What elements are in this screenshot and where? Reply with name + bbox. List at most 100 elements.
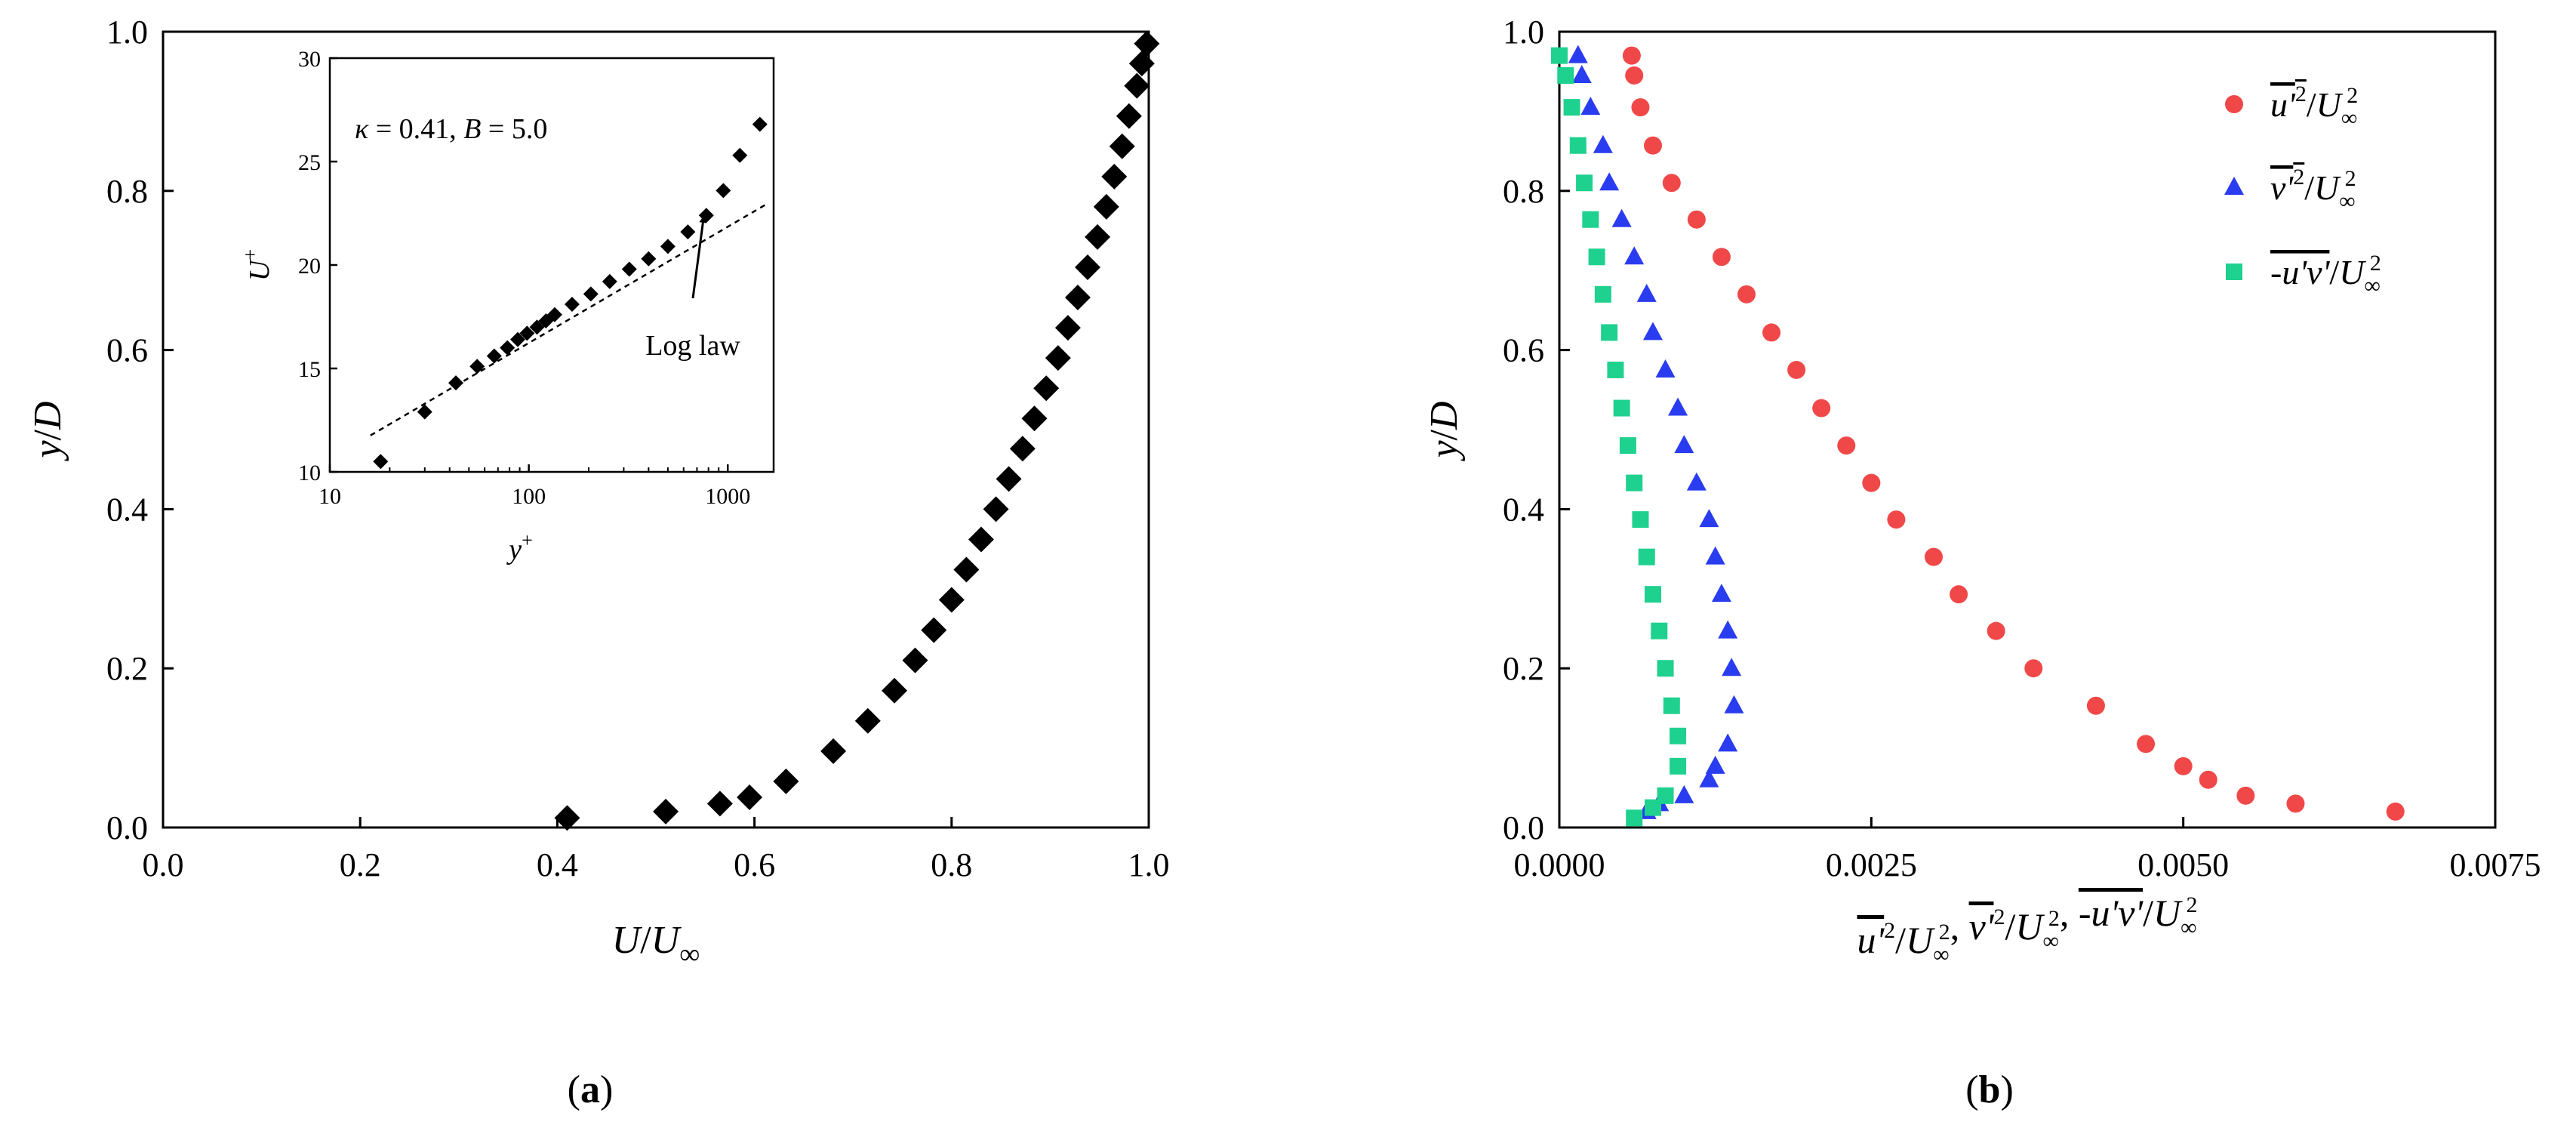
- chart-a-panel-label: (a): [568, 1068, 614, 1111]
- chart-a-point: [968, 526, 994, 553]
- inset-point: [716, 183, 731, 199]
- chart-b-point: [1705, 546, 1725, 565]
- chart-a-point: [1124, 72, 1150, 99]
- inset-point: [583, 286, 599, 302]
- chart-b-point: [1699, 509, 1719, 528]
- inset-point: [602, 273, 617, 289]
- chart-b-point: [1762, 323, 1781, 342]
- chart-a-point: [737, 784, 763, 810]
- chart-b-point: [1705, 755, 1725, 774]
- inset-point: [564, 297, 580, 313]
- inset-point: [546, 307, 562, 322]
- inset-point: [373, 454, 389, 470]
- chart-b-legend-marker: [2224, 177, 2244, 195]
- chart-b-point: [1657, 660, 1674, 677]
- chart-a-frame: [162, 30, 1150, 829]
- chart-b-point: [1663, 697, 1680, 714]
- chart-b-series-0: [1622, 46, 2405, 821]
- chart-b-point: [1651, 622, 1668, 640]
- inset-arrow: [691, 215, 707, 299]
- inset-log-law-line: [370, 202, 769, 436]
- chart-a-y-ticks: 0.0 0.2 0.4 0.6 0.8 1.0: [106, 14, 174, 846]
- chart-b-y-tick-label: 0.2: [1503, 650, 1544, 687]
- chart-b-point: [1563, 99, 1580, 116]
- chart-a-point: [983, 496, 1009, 522]
- chart-b-legend: u'2/U∞2 v'2/U∞2 -u'v'/U∞2: [2224, 82, 2381, 298]
- chart-b-point: [1557, 66, 1574, 84]
- chart-b: 0.0000 0.0025 0.0050 0.0075 0.0 0.2 0.4 0.6 0.8…: [1423, 14, 2541, 1111]
- chart-b-point: [1580, 97, 1601, 116]
- chart-b-legend-marker: [2226, 264, 2242, 280]
- chart-b-point: [1568, 45, 1588, 63]
- chart-a-point: [1054, 315, 1081, 341]
- chart-b-x-label: u'2/U∞2, v'2/U∞2, -u'v'/U∞2: [1857, 892, 2197, 967]
- chart-a-point: [1109, 133, 1135, 159]
- chart-b-point: [1718, 620, 1738, 639]
- chart-b-point: [1625, 66, 1644, 85]
- chart-a-x-tick-label: 0.6: [734, 846, 775, 883]
- inset-y-tick-label: 25: [298, 150, 321, 175]
- inset-y-tick-label: 20: [298, 254, 321, 279]
- chart-a-point: [1009, 436, 1036, 462]
- inset-point: [417, 404, 432, 420]
- chart-b-point: [1925, 547, 1943, 566]
- chart-b-x-label-text: u'2/U∞2, v'2/U∞2, -u'v'/U∞2: [1857, 892, 2197, 967]
- chart-b-point: [1645, 799, 1661, 816]
- chart-b-point: [1631, 98, 1650, 117]
- inset-points: [373, 116, 768, 470]
- chart-a-y-tick-label: 0.0: [106, 809, 148, 846]
- chart-a-point: [1134, 30, 1160, 57]
- chart-a-x-tick-label: 0.0: [143, 846, 184, 883]
- chart-b-point: [1812, 399, 1831, 418]
- inset-annotation: κ = 0.41, B = 5.0: [355, 113, 547, 145]
- chart-b-x-tick-label: 0.0075: [2450, 846, 2541, 883]
- inset-y-ticks: 10 15 20 25 30: [298, 47, 337, 485]
- chart-b-legend-label: v'2/U∞2: [2270, 165, 2356, 214]
- chart-a-point: [1064, 285, 1091, 311]
- chart-b-point: [1674, 784, 1694, 803]
- chart-b-series-2: [1551, 47, 1687, 827]
- inset-point: [732, 147, 748, 163]
- chart-a-point: [882, 677, 908, 704]
- chart-a-point: [921, 617, 947, 643]
- chart-b-point: [1569, 137, 1587, 154]
- chart-a-point: [773, 768, 799, 794]
- chart-b-point: [1699, 769, 1719, 787]
- chart-b-y-tick-label: 0.4: [1503, 491, 1544, 528]
- chart-b-point: [1626, 474, 1643, 492]
- chart-a-point: [902, 647, 928, 673]
- inset-point: [621, 261, 637, 277]
- chart-b-point: [1624, 246, 1645, 265]
- inset-point: [486, 348, 502, 364]
- chart-a-y-tick-label: 0.6: [106, 332, 148, 369]
- chart-b-points: [1551, 45, 2405, 827]
- chart-b-y-tick-label: 1.0: [1503, 14, 1544, 51]
- chart-a-point: [938, 587, 965, 613]
- chart-a-point: [706, 791, 733, 817]
- chart-b-point: [1737, 285, 1756, 304]
- chart-b-y-tick-label: 0.6: [1503, 332, 1544, 369]
- chart-b-y-tick-label: 0.0: [1503, 809, 1544, 846]
- chart-b-frame: [1558, 30, 2497, 829]
- inset-x-tick-label: 1000: [705, 484, 750, 509]
- inset-y-label: U+: [239, 249, 275, 281]
- inset-point: [660, 239, 676, 254]
- chart-a-x-tick-label: 0.2: [340, 846, 381, 883]
- chart-b-point: [1862, 473, 1881, 492]
- inset-x-tick-label: 100: [512, 484, 546, 509]
- chart-b-point: [1551, 47, 1568, 64]
- inset-arrow-label: Log law: [645, 330, 740, 362]
- chart-a-point: [1093, 193, 1119, 220]
- chart-a-y-tick-label: 1.0: [106, 14, 148, 51]
- chart-b-point: [1643, 322, 1663, 341]
- chart-a-point: [854, 707, 881, 734]
- chart-b-point: [1626, 809, 1643, 827]
- chart-b-point: [1670, 757, 1687, 775]
- chart-b-point: [1722, 658, 1742, 676]
- chart-b-point: [1670, 727, 1687, 744]
- chart-b-point: [2199, 770, 2217, 789]
- chart-a-point: [1045, 345, 1071, 371]
- inset-frame: [328, 57, 775, 473]
- chart-b-series-1: [1568, 45, 1744, 819]
- chart-b-point: [1611, 208, 1632, 227]
